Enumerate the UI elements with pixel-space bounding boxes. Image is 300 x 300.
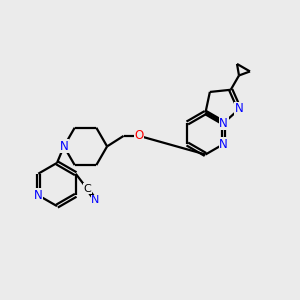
Text: O: O <box>135 129 144 142</box>
Text: N: N <box>34 189 43 202</box>
Text: C: C <box>83 184 91 194</box>
Text: N: N <box>91 195 100 205</box>
Text: N: N <box>219 137 228 151</box>
Text: N: N <box>219 116 228 130</box>
Text: N: N <box>235 102 244 116</box>
Text: N: N <box>59 140 68 153</box>
